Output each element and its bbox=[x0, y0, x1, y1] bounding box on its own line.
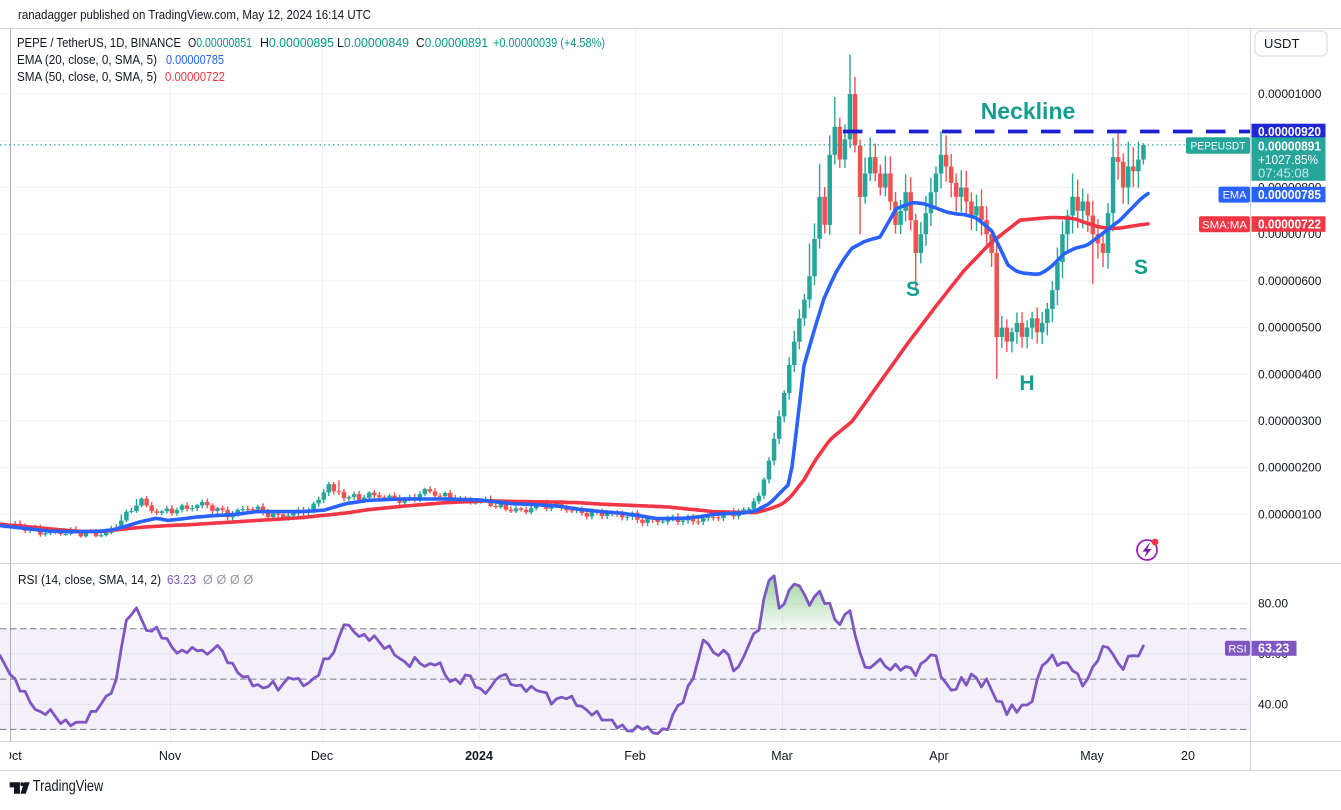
svg-text:0.00000785: 0.00000785 bbox=[166, 53, 224, 67]
svg-text:C0.00000891: C0.00000891 bbox=[416, 36, 488, 50]
svg-text:Ø: Ø bbox=[217, 573, 227, 587]
svg-text:SMA (50, close, 0, SMA, 5): SMA (50, close, 0, SMA, 5) bbox=[17, 70, 157, 84]
svg-text:2024: 2024 bbox=[465, 749, 493, 763]
svg-text:20: 20 bbox=[1181, 749, 1195, 763]
svg-text:PEPEUSDT: PEPEUSDT bbox=[1191, 141, 1246, 153]
svg-text:80.00: 80.00 bbox=[1258, 597, 1288, 611]
svg-text:0.00000722: 0.00000722 bbox=[1258, 218, 1321, 232]
svg-text:63.23: 63.23 bbox=[167, 573, 196, 587]
svg-text:+0.00000039 (+4.58%): +0.00000039 (+4.58%) bbox=[493, 36, 605, 50]
svg-text:0.00000600: 0.00000600 bbox=[1258, 274, 1322, 288]
svg-text:Apr: Apr bbox=[929, 749, 948, 763]
svg-text:RSI: RSI bbox=[1228, 644, 1246, 656]
svg-text:0.00000500: 0.00000500 bbox=[1258, 321, 1322, 335]
svg-text:0.00000400: 0.00000400 bbox=[1258, 367, 1322, 381]
svg-text:07:45:08: 07:45:08 bbox=[1258, 166, 1309, 180]
svg-text:Ø: Ø bbox=[203, 573, 213, 587]
svg-text:0.00000100: 0.00000100 bbox=[1258, 507, 1322, 521]
svg-text:0.00000200: 0.00000200 bbox=[1258, 461, 1322, 475]
svg-text:USDT: USDT bbox=[1264, 36, 1299, 51]
svg-text:Ø: Ø bbox=[244, 573, 254, 587]
svg-text:May: May bbox=[1080, 749, 1104, 763]
svg-text:L0.00000849: L0.00000849 bbox=[337, 36, 409, 50]
svg-text:Nov: Nov bbox=[159, 749, 182, 763]
svg-text:S: S bbox=[906, 278, 920, 301]
svg-text:0.00000891: 0.00000891 bbox=[1258, 139, 1321, 153]
svg-text:RSI (14, close, SMA, 14, 2): RSI (14, close, SMA, 14, 2) bbox=[18, 573, 161, 587]
svg-text:SMA:MA: SMA:MA bbox=[1202, 219, 1248, 231]
svg-text:63.23: 63.23 bbox=[1258, 642, 1289, 656]
svg-text:EMA (20, close, 0, SMA, 5): EMA (20, close, 0, SMA, 5) bbox=[17, 53, 157, 67]
svg-text:PEPE / TetherUS, 1D, BINANCE: PEPE / TetherUS, 1D, BINANCE bbox=[17, 36, 181, 50]
svg-text:0.00000785: 0.00000785 bbox=[1258, 188, 1321, 202]
svg-text:Mar: Mar bbox=[771, 749, 793, 763]
svg-text:H: H bbox=[1019, 372, 1034, 395]
svg-text:Dec: Dec bbox=[311, 749, 333, 763]
svg-text:Ø: Ø bbox=[230, 573, 240, 587]
svg-text:ranadagger published on Tradin: ranadagger published on TradingView.com,… bbox=[18, 7, 371, 22]
svg-text:40.00: 40.00 bbox=[1258, 697, 1288, 711]
svg-text:Feb: Feb bbox=[624, 749, 646, 763]
svg-text:TradingView: TradingView bbox=[33, 778, 104, 795]
svg-text:0.00001000: 0.00001000 bbox=[1258, 87, 1322, 101]
svg-text:+1027.85%: +1027.85% bbox=[1258, 153, 1318, 167]
svg-text:O0.00000851: O0.00000851 bbox=[188, 36, 252, 50]
svg-text:0.00000300: 0.00000300 bbox=[1258, 414, 1322, 428]
svg-text:Neckline: Neckline bbox=[981, 98, 1076, 124]
svg-text:EMA: EMA bbox=[1223, 190, 1248, 202]
svg-text:0.00000722: 0.00000722 bbox=[165, 70, 225, 84]
svg-text:0.00000920: 0.00000920 bbox=[1258, 125, 1321, 139]
svg-text:H0.00000895: H0.00000895 bbox=[260, 36, 334, 50]
svg-text:S: S bbox=[1134, 256, 1148, 279]
